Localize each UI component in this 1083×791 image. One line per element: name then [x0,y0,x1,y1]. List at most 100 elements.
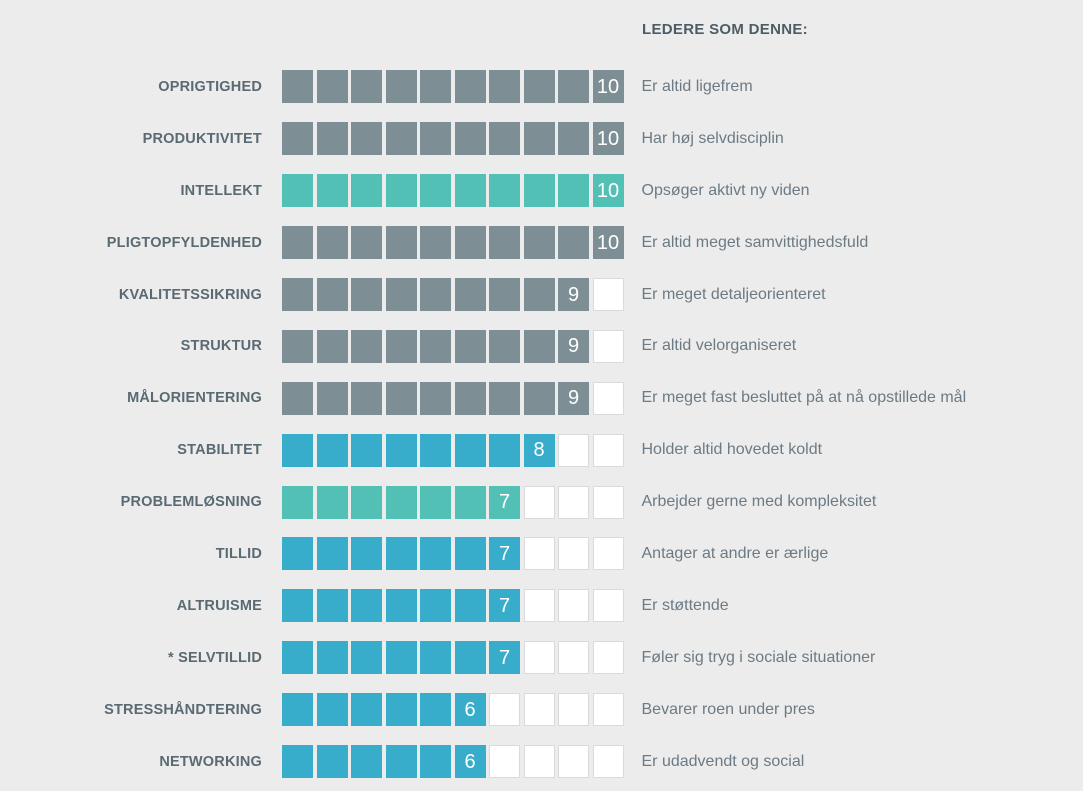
score-cell-filled [316,381,348,415]
score-cell-filled [316,485,348,519]
score-value-cell: 10 [592,70,624,104]
score-cell-filled [385,433,417,467]
trait-label: * SELVTILLID [168,649,262,666]
score-cell-filled [385,745,417,779]
score-value-cell: 7 [489,485,520,519]
score-value-cell: 6 [454,693,486,727]
score-cell-filled [454,174,486,208]
score-cell-filled [454,226,486,260]
trait-description: Er udadvendt og social [641,752,805,770]
score-cell-filled [385,329,417,363]
score-cell-filled [351,226,382,260]
trait-description: Har høj selvdisciplin [641,129,784,147]
score-cell-filled [351,329,382,363]
score-cell-filled [489,278,520,311]
trait-label: STRESSHÅNDTERING [104,701,262,718]
score-cell-filled [282,174,313,208]
score-cell-filled [420,122,451,156]
trait-row: STRUKTUR 9 Er altid velorganiseret [0,320,1083,372]
score-cell-empty [592,329,624,363]
score-cell-filled [282,589,313,623]
trait-description: Er meget detaljeorienteret [641,285,826,303]
score-cell-filled [316,278,348,311]
score-cell-filled [454,381,486,415]
trait-description: Føler sig tryg i sociale situationer [641,648,876,666]
score-cell-filled [523,381,555,415]
score-value-cell: 9 [558,381,589,415]
score-cell-filled [282,70,313,104]
score-value-cell: 10 [592,122,624,156]
score-cell-filled [282,433,313,467]
score-cell-empty [558,537,589,571]
score-bar: 7 [282,537,624,571]
score-bar: 7 [282,485,624,519]
score-cell-filled [420,433,451,467]
chart-header: LEDERE SOM DENNE: [642,21,808,38]
score-cell-filled [420,226,451,260]
score-cell-filled [489,381,520,415]
trait-description: Er meget fast besluttet på at nå opstill… [641,389,967,407]
score-cell-filled [558,174,589,208]
score-cell-filled [454,70,486,104]
score-cell-filled [351,745,382,779]
score-cell-filled [385,226,417,260]
score-cell-filled [351,381,382,415]
score-cell-filled [316,174,348,208]
score-cell-filled [558,122,589,156]
trait-row: OPRIGTIGHED 10 Er altid ligefrem [0,61,1083,113]
score-cell-filled [351,693,382,727]
score-cell-filled [523,226,555,260]
score-cell-filled [420,174,451,208]
trait-description: Holder altid hovedet koldt [641,441,823,459]
score-bar: 6 [282,693,624,727]
score-cell-filled [454,433,486,467]
score-cell-empty [558,433,589,467]
trait-label: OPRIGTIGHED [158,78,262,95]
score-cell-empty [523,693,555,727]
score-value-cell: 10 [592,174,624,208]
trait-row: INTELLEKT 10 Opsøger aktivt ny viden [0,165,1083,217]
score-cell-filled [489,226,520,260]
score-cell-filled [351,70,382,104]
score-cell-filled [316,589,348,623]
score-cell-filled [282,278,313,311]
score-bar: 6 [282,745,624,779]
trait-description: Er altid meget samvittighedsfuld [641,233,869,251]
trait-description: Er altid velorganiseret [641,337,797,355]
score-cell-empty [592,641,624,675]
trait-description: Arbejder gerne med kompleksitet [641,493,877,511]
score-cell-filled [454,278,486,311]
score-bar: 7 [282,641,624,675]
trait-row: * SELVTILLID 7 Føler sig tryg i sociale … [0,632,1083,684]
score-cell-filled [351,485,382,519]
trait-row: PRODUKTIVITET 10 Har høj selvdisciplin [0,113,1083,165]
score-cell-filled [454,122,486,156]
trait-rows-container: OPRIGTIGHED 10 Er altid ligefrem PRODUKT… [0,61,1083,787]
score-cell-filled [523,174,555,208]
score-cell-filled [523,329,555,363]
score-value-cell: 7 [489,537,520,571]
score-bar: 10 [282,174,624,208]
trait-description: Bevarer roen under pres [641,700,815,718]
score-cell-filled [282,485,313,519]
trait-row: STRESSHÅNDTERING 6 Bevarer roen under pr… [0,684,1083,736]
score-bar: 9 [282,329,624,363]
score-cell-empty [523,537,555,571]
score-cell-filled [454,329,486,363]
trait-row: TILLID 7 Antager at andre er ærlige [0,528,1083,580]
trait-label: PLIGTOPFYLDENHED [106,234,262,251]
score-cell-filled [282,641,313,675]
score-cell-empty [558,485,589,519]
score-cell-empty [558,745,589,779]
trait-label: KVALITETSSIKRING [118,286,262,303]
score-cell-empty [592,693,624,727]
trait-row: STABILITET 8 Holder altid hovedet koldt [0,424,1083,476]
score-cell-filled [420,745,451,779]
score-cell-filled [316,226,348,260]
score-cell-filled [558,226,589,260]
score-cell-filled [385,537,417,571]
score-cell-empty [558,693,589,727]
score-cell-filled [351,433,382,467]
score-cell-filled [385,485,417,519]
